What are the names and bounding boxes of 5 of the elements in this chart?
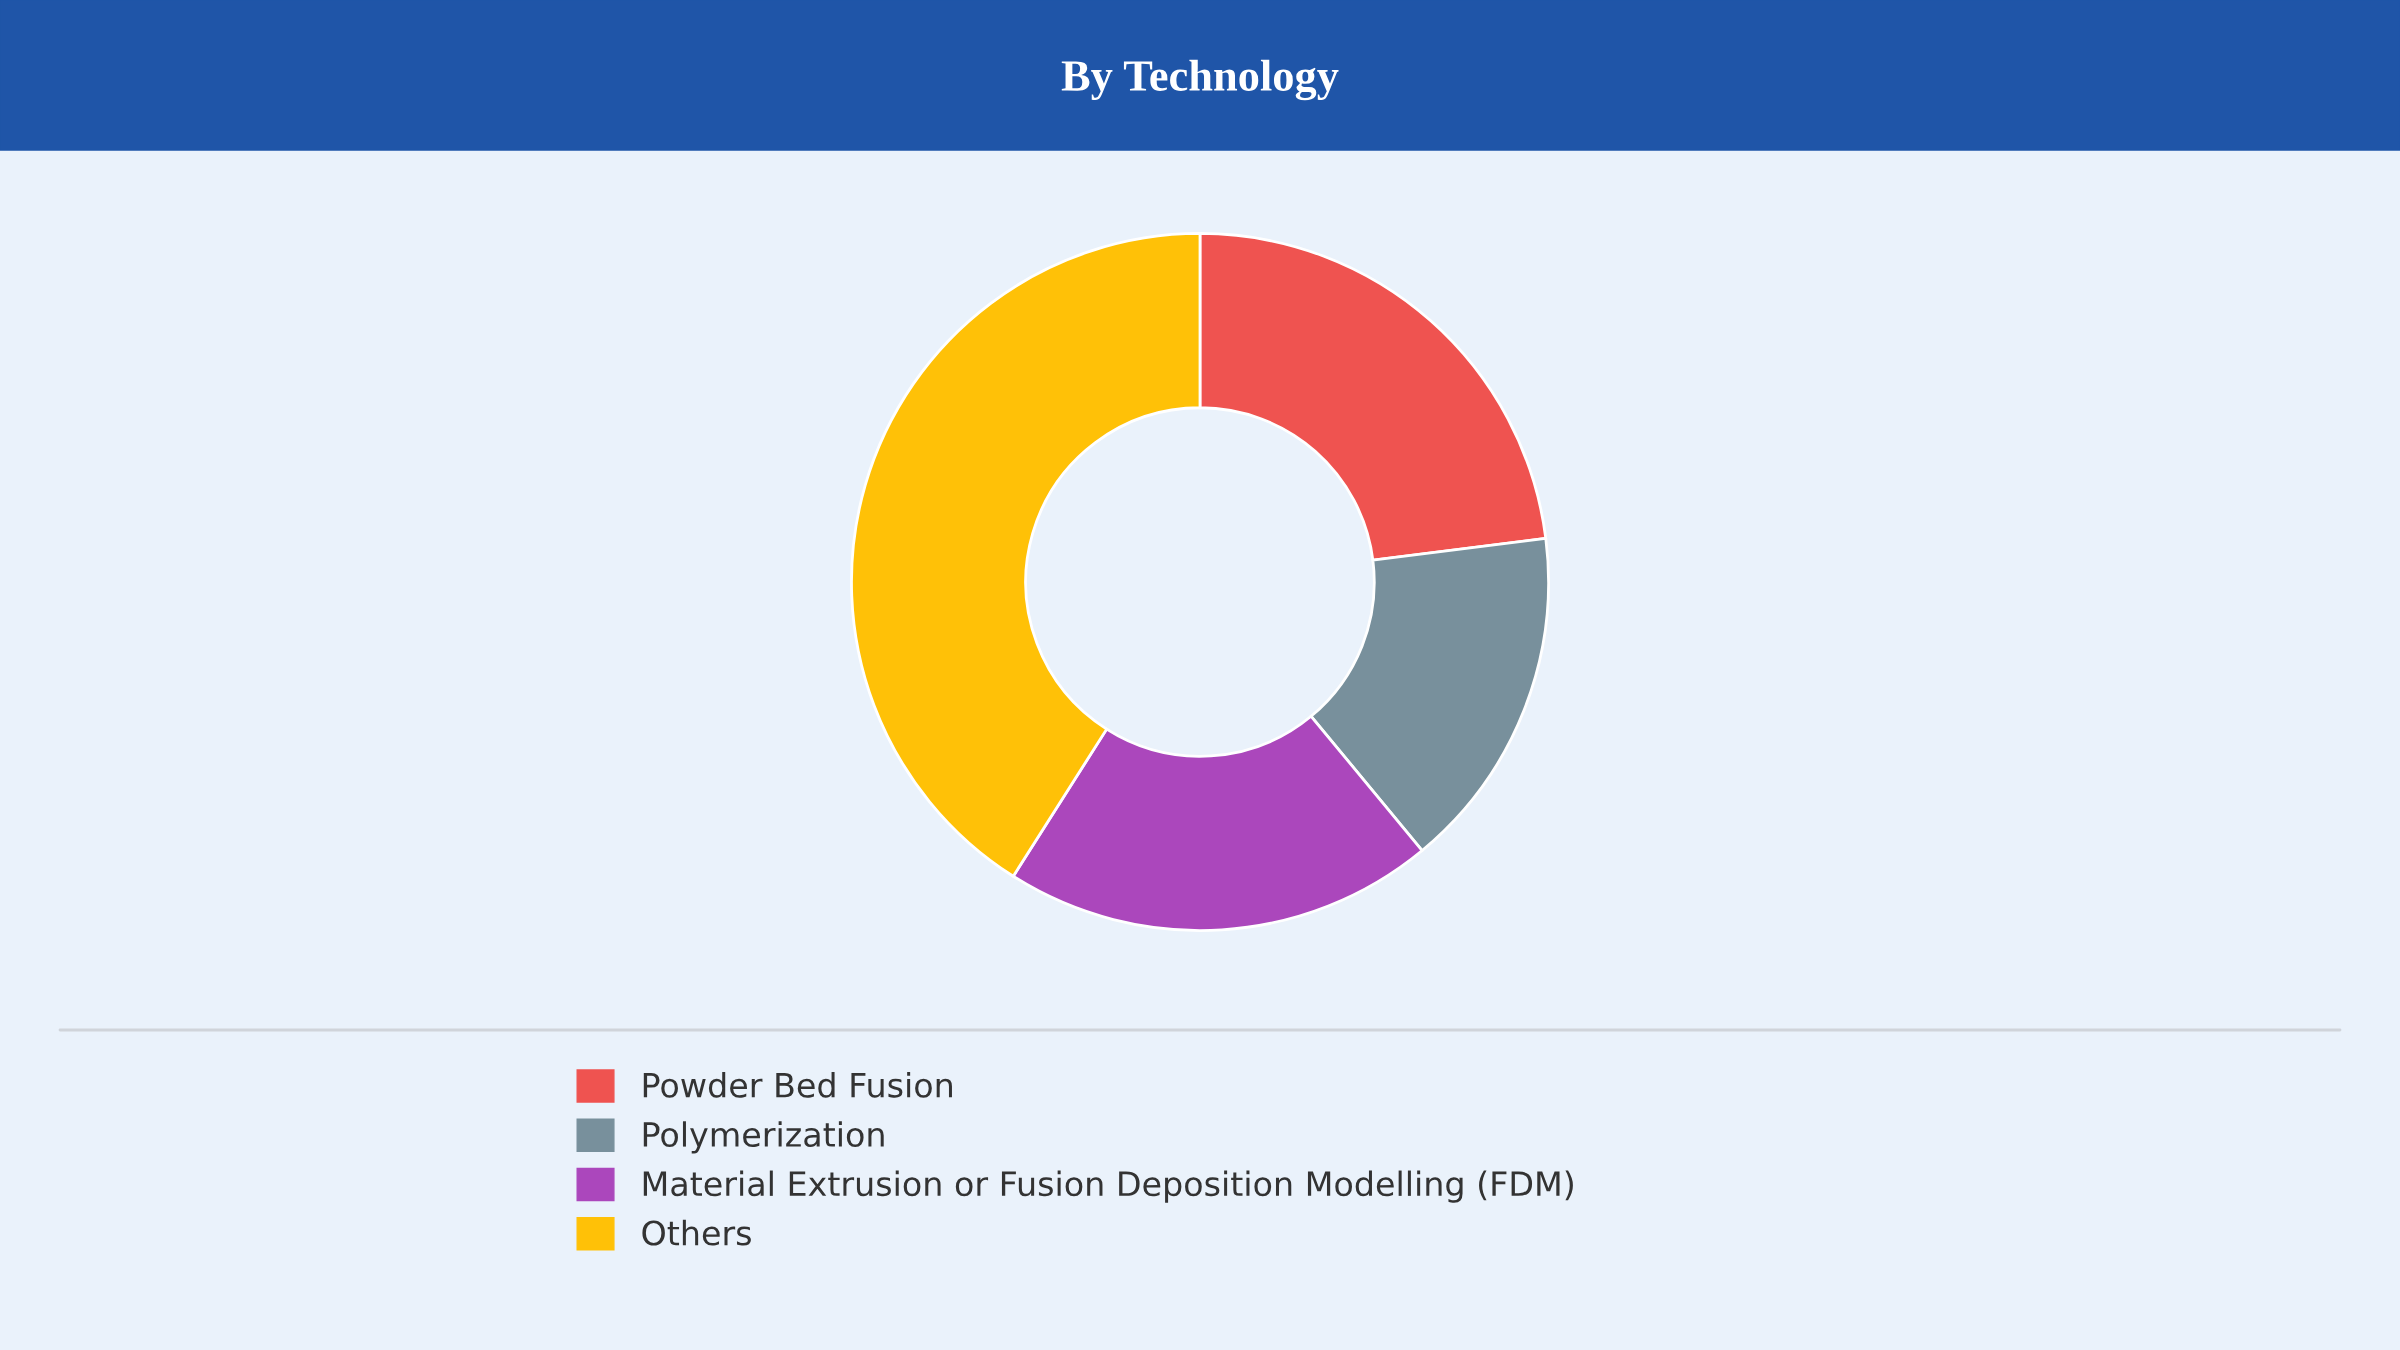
legend-label: Material Extrusion or Fusion Deposition Modelling (FDM) xyxy=(643,1170,1573,1203)
legend-label: Powder Bed Fusion xyxy=(643,1072,952,1098)
legend-label: Others xyxy=(642,1219,751,1246)
chart-title: By Technology xyxy=(1061,59,1339,101)
legend-label: Polymerization xyxy=(643,1121,884,1154)
